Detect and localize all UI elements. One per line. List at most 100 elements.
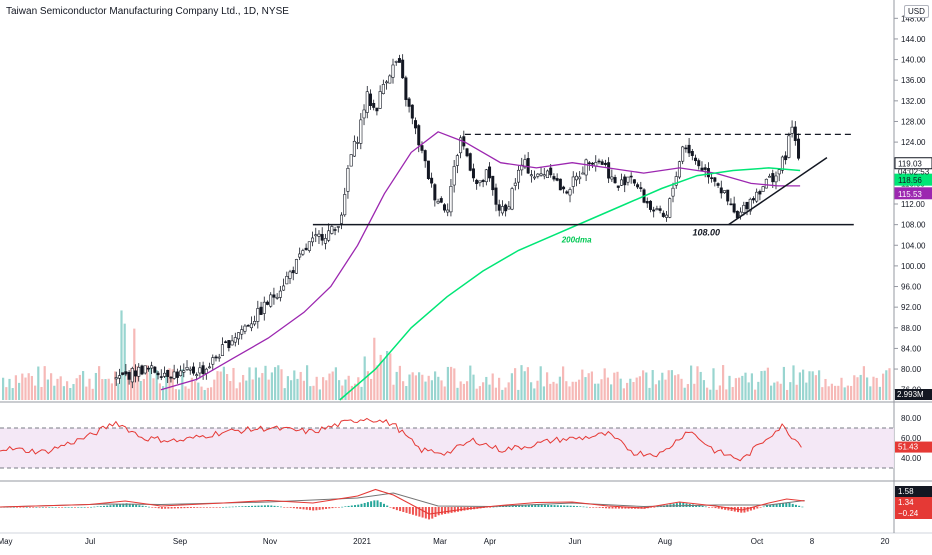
currency-badge[interactable]: USD [904,5,929,18]
volume-bar [725,389,728,400]
y-tick-label: 84.00 [901,344,922,353]
macd-histogram-bar [12,507,15,508]
candle-body [352,140,356,157]
macd-histogram-bar [102,505,105,507]
macd-histogram-bar [350,505,353,507]
candle-body [243,325,247,332]
candle-body [603,162,607,165]
volume-bar [190,377,193,400]
macd-histogram-bar [296,507,299,509]
volume-bar [562,366,565,400]
volume-bar [174,389,177,400]
candle-body [491,175,495,191]
volume-bar [261,373,264,400]
macd-histogram [0,500,804,520]
volume-bar [331,371,334,400]
candle-body [755,191,759,202]
volume-bar [882,373,885,400]
candle-body [574,175,578,181]
volume-bar [242,374,245,400]
macd-histogram-bar [57,507,60,508]
macd-value-label: 1.58 [898,487,914,496]
macd-histogram-bar [502,506,505,507]
macd-histogram-bar [775,503,778,507]
x-tick-label: Jul [85,537,95,546]
volume-bar [661,372,664,400]
volume-bar [507,382,510,400]
volume-bar [414,375,417,400]
volume-bar [818,370,821,400]
candle-body [262,301,266,314]
volume-bar [469,365,472,400]
macd-histogram-bar [109,505,112,507]
macd-histogram-bar [144,506,147,507]
volume-bar [267,379,270,400]
candle-body [307,241,311,251]
volume-bar [139,381,142,400]
volume-bars [2,310,891,400]
volume-bar [696,366,699,400]
candle-body [452,166,456,186]
candle-body [140,365,144,375]
volume-bar [30,375,33,400]
candle-body [697,160,701,167]
volume-bar [238,382,241,400]
candle-body [648,200,652,210]
macd-value-box [895,508,932,519]
candle-body [780,156,784,171]
macd-histogram-bar [569,505,572,507]
volume-bar [187,388,190,400]
candle-body [504,204,508,212]
volume-bar [389,353,392,400]
volume-bar [437,376,440,400]
y-tick-label: 108.00 [901,221,926,230]
candle-body [523,159,527,168]
candle-body [488,166,492,179]
volume-bar [354,383,357,400]
macd-histogram-bar [556,505,559,507]
macd-histogram-bar [653,507,656,508]
macd-histogram-bar [601,507,604,509]
macd-histogram-bar [131,504,134,507]
volume-bar [456,387,459,400]
macd-histogram-bar [315,507,318,511]
macd-value-label: 1.34 [898,498,914,507]
macd-histogram-bar [553,505,556,507]
candle-body [182,370,186,373]
candle-body [340,214,344,224]
macd-histogram-bar [254,505,257,507]
rsi-value-box [895,441,932,453]
candle-body [330,226,334,234]
volume-bar [219,371,222,400]
macd-histogram-bar [762,506,765,508]
volume-bar [277,365,280,400]
macd-histogram-bar [151,507,154,508]
macd-histogram-bar [302,507,305,510]
macd-histogram-bar [54,507,57,508]
candle-body [372,102,376,108]
volume-bar [165,372,168,400]
macd-histogram-bar [125,503,128,507]
macd-histogram-bar [283,507,286,508]
volume-bar [699,371,702,400]
macd-histogram-bar [508,505,511,507]
volume-bar [312,385,315,400]
countdown-label: 04:02:53 [898,168,930,177]
volume-bar [392,384,395,400]
macd-histogram-bar [202,507,205,508]
volume-bar [552,381,555,400]
volume-bar [741,375,744,400]
candle-body [584,159,588,176]
volume-bar [251,379,254,400]
volume-bar [798,372,801,400]
macd-histogram-bar [308,507,311,511]
candle-body [162,372,166,377]
volume-bar [69,388,72,400]
macd-histogram-bar [215,507,218,508]
candle-body [475,179,479,185]
x-tick-label: Jun [569,537,582,546]
macd-histogram-bar [679,502,682,507]
y-tick-label: 104.00 [901,241,926,250]
